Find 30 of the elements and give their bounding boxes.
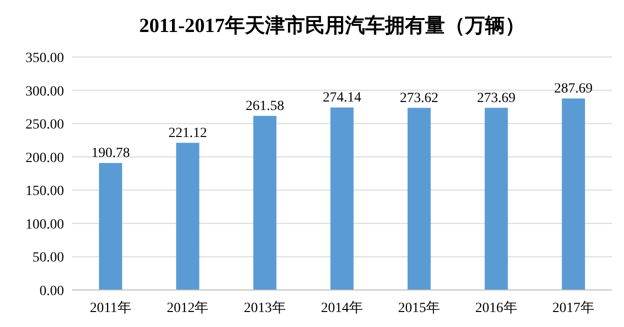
bar bbox=[176, 142, 200, 290]
y-tick-label: 50.00 bbox=[32, 250, 64, 266]
bar bbox=[330, 108, 354, 290]
x-tick-label: 2017年 bbox=[552, 300, 594, 316]
data-label: 274.14 bbox=[322, 90, 362, 106]
y-tick-label: 350.00 bbox=[26, 51, 64, 66]
data-label: 261.58 bbox=[246, 98, 284, 114]
data-label: 273.69 bbox=[477, 90, 516, 106]
bar bbox=[484, 108, 508, 290]
x-tick-label: 2011年 bbox=[90, 300, 132, 316]
y-tick-label: 300.00 bbox=[26, 84, 64, 100]
y-tick-label: 150.00 bbox=[26, 184, 64, 200]
x-tick-label: 2012年 bbox=[166, 300, 209, 316]
chart-title: 2011-2017年天津市民用汽车拥有量（万辆） bbox=[139, 14, 525, 37]
y-tick-label: 250.00 bbox=[26, 118, 64, 133]
data-label: 287.69 bbox=[554, 81, 593, 96]
data-label: 221.12 bbox=[168, 126, 207, 141]
data-label: 190.78 bbox=[91, 146, 130, 161]
bar bbox=[253, 116, 276, 290]
x-tick-label: 2015年 bbox=[398, 300, 440, 316]
bar bbox=[408, 108, 431, 290]
x-tick-label: 2013年 bbox=[244, 300, 286, 316]
y-tick-label: 0.00 bbox=[40, 284, 64, 299]
bar bbox=[562, 98, 585, 290]
y-tick-label: 200.00 bbox=[26, 150, 64, 166]
data-label: 273.62 bbox=[400, 90, 438, 106]
y-tick-label: 100.00 bbox=[26, 217, 64, 232]
x-tick-label: 2016年 bbox=[475, 300, 518, 316]
x-tick-label: 2014年 bbox=[321, 300, 363, 316]
bar bbox=[99, 162, 122, 290]
